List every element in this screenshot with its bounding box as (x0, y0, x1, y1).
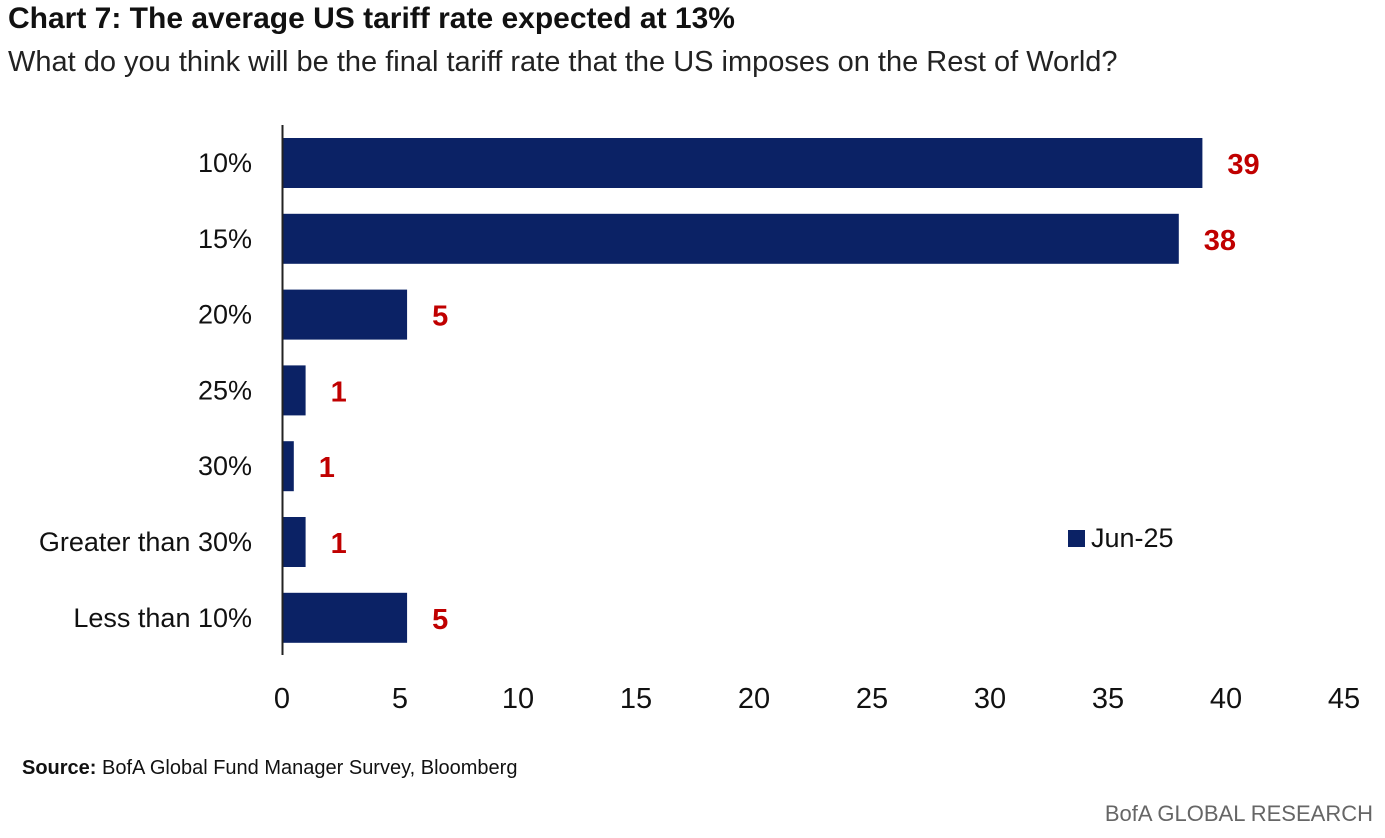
data-label: 1 (331, 376, 347, 408)
bar-0 (282, 138, 1203, 188)
source-note: Source: BofA Global Fund Manager Survey,… (22, 757, 517, 780)
x-tick-label: 5 (392, 683, 408, 715)
x-tick-label: 40 (1210, 683, 1242, 715)
category-label: 25% (198, 375, 252, 405)
category-label: Less than 10% (73, 603, 252, 633)
x-tick-label: 30 (974, 683, 1006, 715)
data-label: 38 (1204, 225, 1236, 257)
bar-6 (282, 592, 408, 643)
data-labels: 39 38 5 1 1 1 5 (319, 149, 1260, 636)
chart-subtitle: What do you think will be the final tari… (8, 46, 1118, 78)
legend-swatch (1068, 530, 1085, 547)
bars-layer (282, 138, 1203, 643)
category-labels: 10% 15% 20% 25% 30% Greater than 30% Less than… (39, 148, 252, 633)
source-text: BofA Global Fund Manager Survey, Bloombe… (102, 757, 518, 779)
bar-1 (282, 213, 1179, 264)
category-label: Greater than 30% (39, 527, 252, 557)
data-label: 39 (1227, 149, 1259, 181)
x-tick-label: 10 (502, 683, 534, 715)
data-label: 5 (432, 604, 448, 636)
category-label: 20% (198, 300, 252, 330)
bar-3 (282, 365, 306, 416)
legend: Jun-25 (1068, 523, 1174, 553)
x-tick-label: 25 (856, 683, 888, 715)
bar-2 (282, 289, 408, 340)
data-label: 1 (319, 452, 335, 484)
x-tick-label: 45 (1328, 683, 1360, 715)
source-label: Source: (22, 757, 97, 779)
data-label: 1 (331, 528, 347, 560)
x-tick-label: 20 (738, 683, 770, 715)
category-label: 30% (198, 451, 252, 481)
bar-4 (282, 441, 294, 492)
x-axis-ticks: 0 5 10 15 20 25 30 35 40 45 (274, 683, 1360, 715)
category-label: 10% (198, 148, 252, 178)
chart-title: Chart 7: The average US tariff rate expe… (8, 2, 735, 35)
legend-label: Jun-25 (1091, 523, 1174, 553)
data-label: 5 (432, 301, 448, 333)
x-tick-label: 0 (274, 683, 290, 715)
category-label: 15% (198, 224, 252, 254)
x-tick-label: 35 (1092, 683, 1124, 715)
bar-5 (282, 517, 306, 567)
x-tick-label: 15 (620, 683, 652, 715)
brand-footer: BofA GLOBAL RESEARCH (1104, 801, 1373, 826)
